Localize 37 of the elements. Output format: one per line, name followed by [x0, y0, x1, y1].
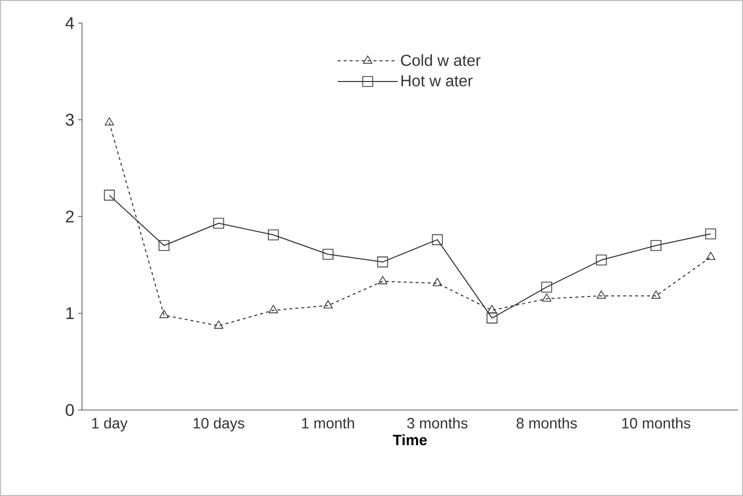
point: [323, 300, 333, 308]
x-axis-title: Time: [392, 434, 427, 446]
point: [159, 310, 169, 318]
x-tick-label: 1 day: [92, 418, 128, 432]
point: [104, 190, 115, 201]
y-tick-label: 0: [66, 404, 74, 416]
point: [651, 290, 661, 299]
point: [650, 240, 662, 251]
x-tick-label: 10 months: [622, 418, 690, 428]
point: [322, 248, 334, 260]
x-tick-label: 8 months: [516, 418, 577, 428]
x-tick-label: 3 months: [407, 418, 468, 428]
point: [268, 304, 278, 314]
point: [487, 304, 497, 314]
point: [378, 276, 388, 284]
point: [214, 320, 224, 329]
point: [377, 256, 388, 268]
y-tick-label: 3: [66, 114, 74, 126]
point: [596, 254, 607, 266]
point: [432, 234, 443, 246]
point: [596, 290, 606, 299]
point: [705, 228, 716, 240]
y-tick-label: 2: [66, 210, 74, 222]
point: [542, 293, 552, 302]
x-tick-label: 10 days: [194, 418, 244, 432]
point: [213, 218, 224, 229]
point: [158, 240, 170, 251]
point: [268, 229, 279, 240]
legend-label: Hot w ater: [402, 75, 473, 86]
point: [706, 252, 716, 260]
legend-label: Cold w ater: [401, 54, 481, 66]
point: [432, 278, 442, 286]
point: [541, 282, 552, 293]
x-tick-label: 1 month: [302, 418, 354, 428]
y-tick-label: 4: [65, 17, 74, 29]
y-tick-label: 1: [66, 307, 74, 320]
point: [486, 312, 498, 324]
